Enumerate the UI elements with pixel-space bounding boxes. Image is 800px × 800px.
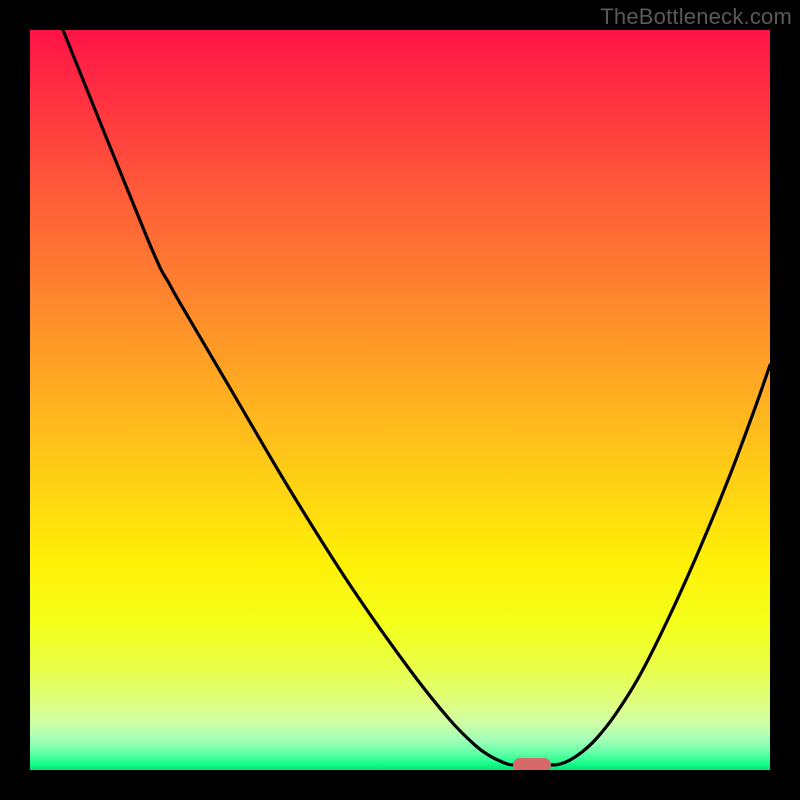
chart-svg: [30, 30, 770, 770]
watermark-text: TheBottleneck.com: [600, 4, 792, 30]
minimum-marker: [513, 758, 551, 770]
gradient-curve-chart: [30, 30, 770, 770]
